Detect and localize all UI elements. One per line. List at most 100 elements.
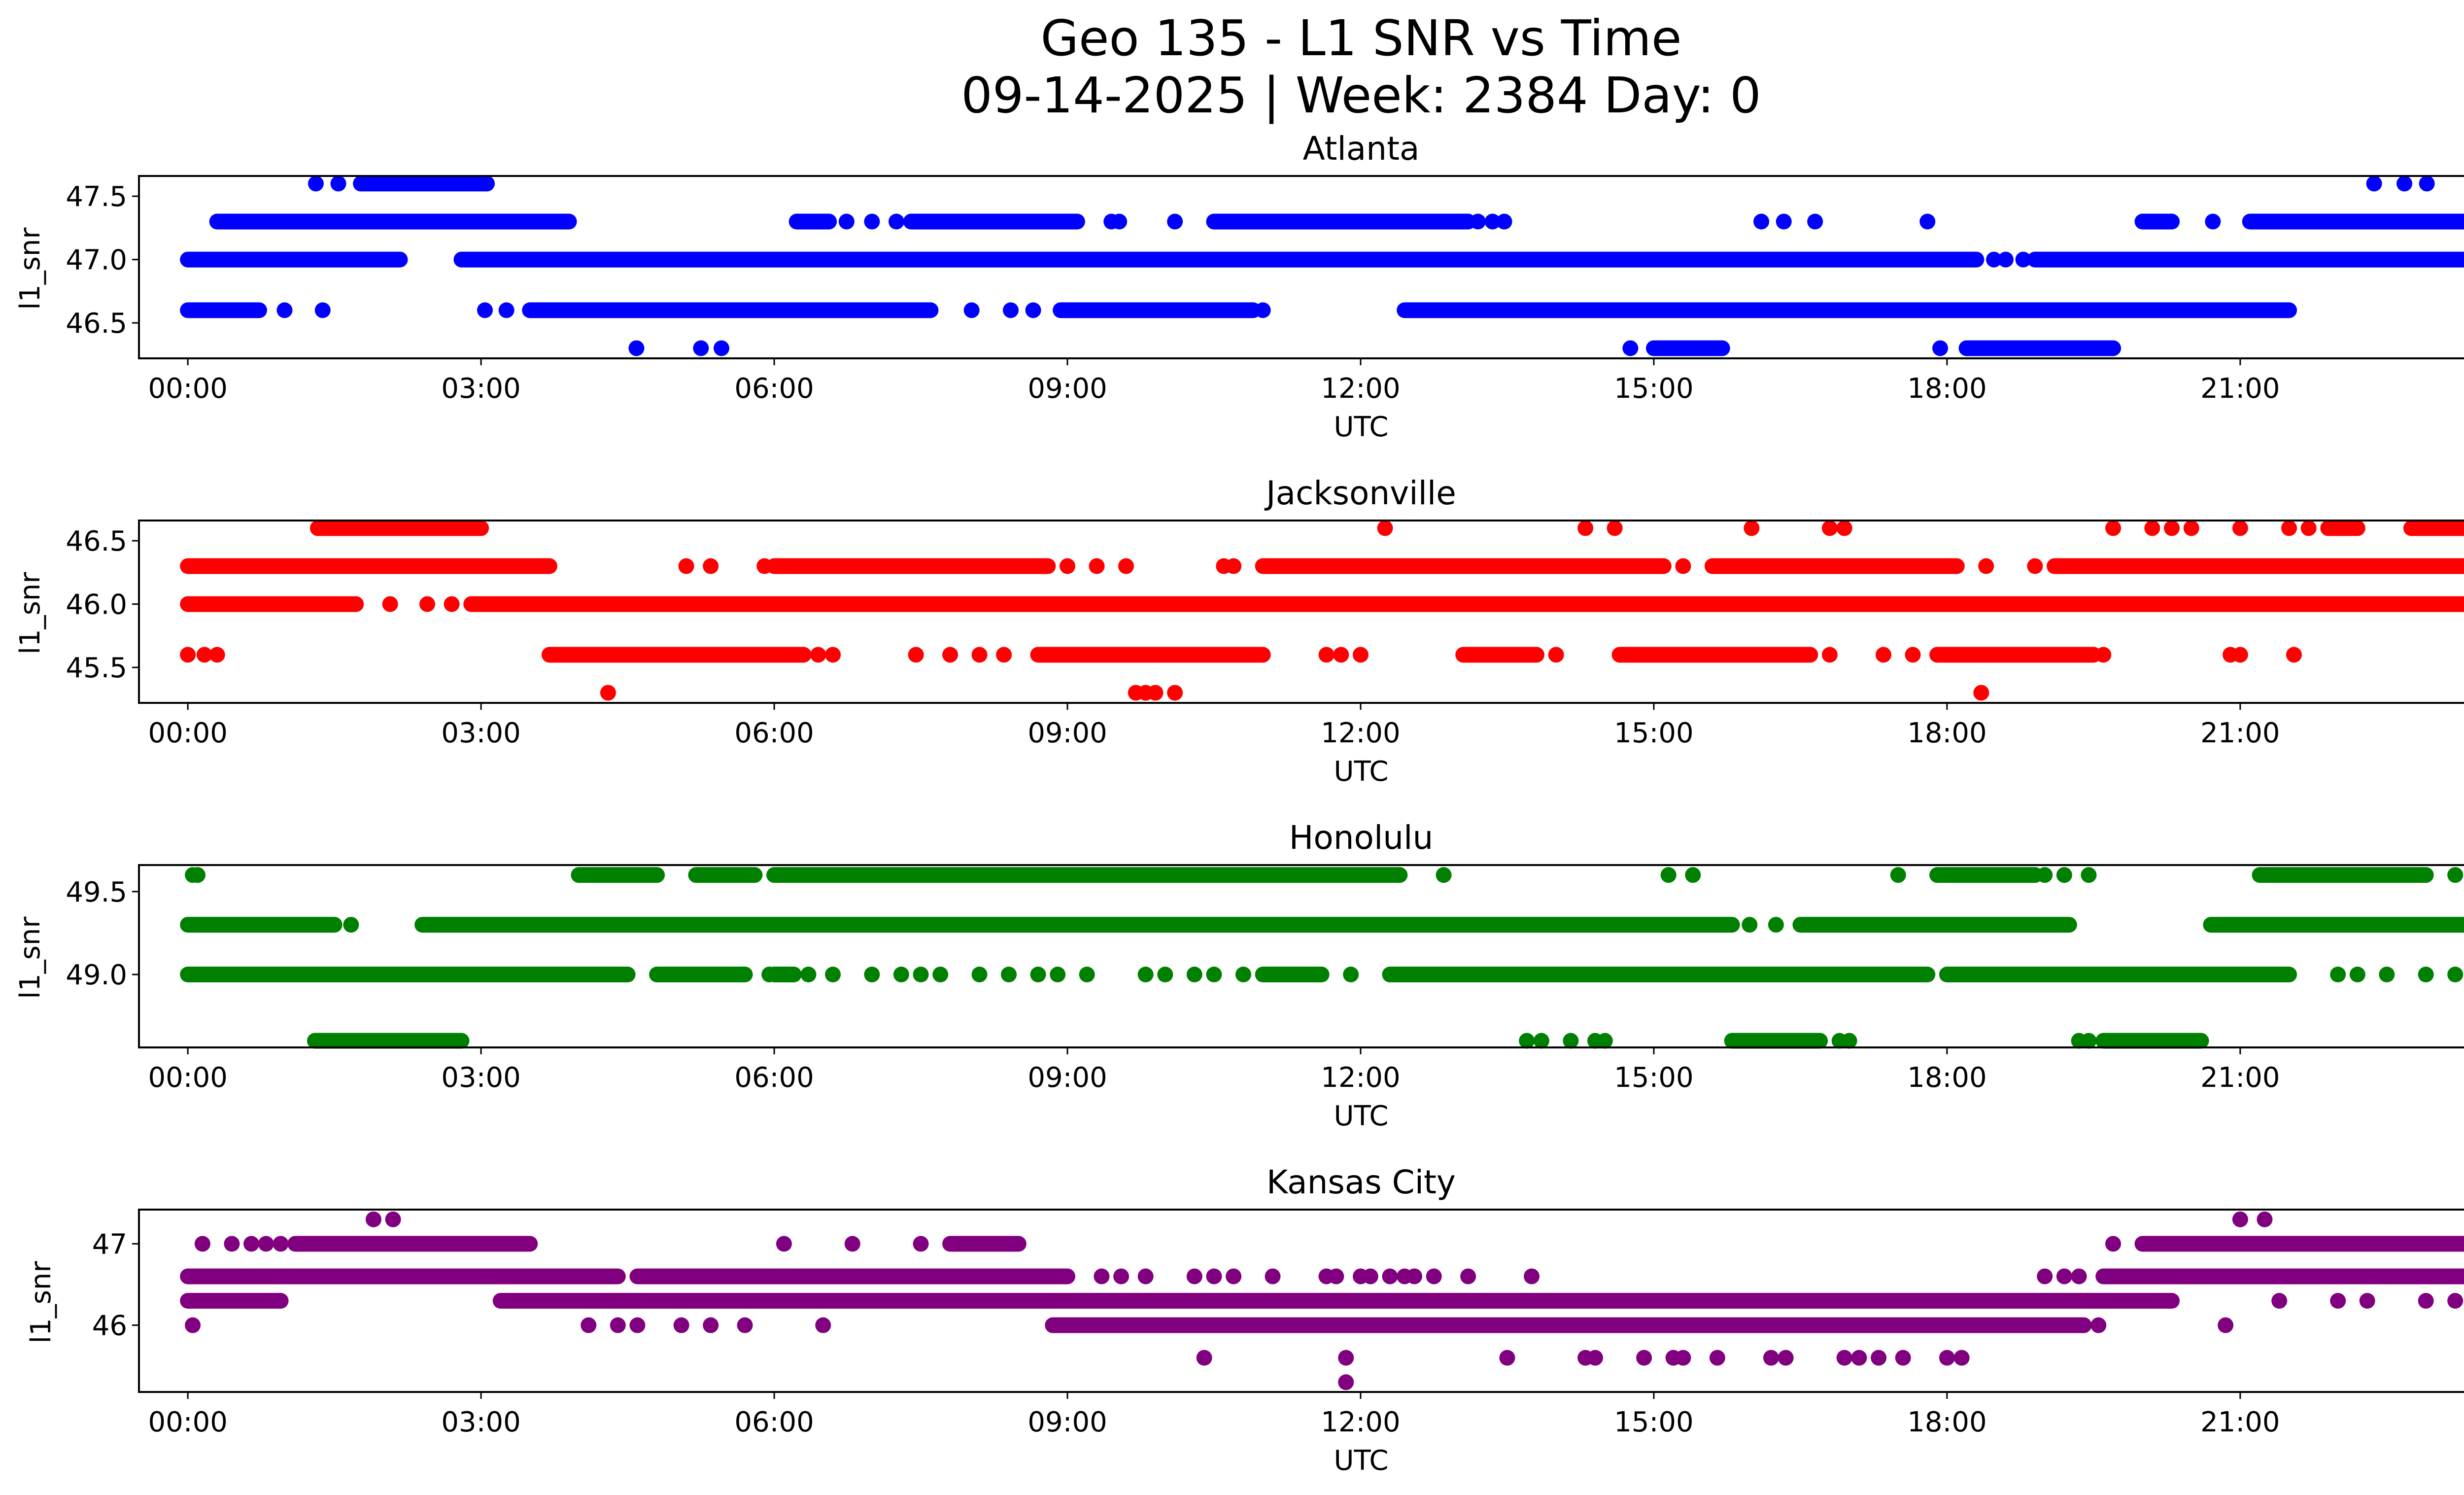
data-point [419,596,436,612]
x-tick-label: 09:00 [1027,1062,1107,1094]
data-run [2203,917,2464,933]
data-point [2164,520,2180,536]
panel-title: Jacksonville [1264,474,1456,512]
data-point [1338,1350,1354,1366]
data-point [1622,340,1639,356]
data-point [913,1236,929,1252]
data-point [1147,685,1164,701]
data-point [1333,647,1349,663]
data-point [1763,1350,1779,1366]
x-tick-label: 06:00 [734,1406,814,1438]
x-tick-label: 18:00 [1907,373,1986,405]
data-point [1186,967,1202,982]
data-run [1704,558,1965,574]
data-point [273,1236,289,1252]
data-run [1053,302,1261,318]
data-run [2095,1033,2209,1049]
data-point [996,647,1012,663]
data-run [2242,213,2464,230]
data-run [287,1236,538,1252]
panel-honolulu: Honolulu UTC l1_snr 00:00 03:00 06:00 09:00… [14,819,2464,1132]
data-point [1807,213,1823,230]
data-point [1636,1350,1652,1366]
data-point [1377,520,1393,536]
data-point [893,967,909,982]
data-point [1548,647,1564,663]
data-point [1406,1268,1423,1285]
data-point [713,340,729,356]
data-point [838,213,855,230]
data-point [1470,213,1486,230]
data-point [1089,558,1105,574]
data-point [2330,1293,2346,1309]
data-point [1050,967,1066,982]
data-point [2105,1236,2122,1252]
data-run [353,175,495,192]
x-tick-label: 21:00 [2200,717,2280,749]
data-point [2183,520,2199,536]
data-point [2447,867,2464,883]
data-run [788,213,837,230]
data-point [1753,213,1770,230]
data-point [2281,520,2297,536]
x-tick-label: 03:00 [441,717,520,749]
data-point [498,302,514,318]
data-run [307,1033,470,1049]
data-points [180,175,2464,356]
data-point [2418,967,2434,982]
data-run [1255,967,1330,982]
x-tick-label: 06:00 [734,373,814,405]
x-tick-label: 12:00 [1321,373,1400,405]
data-point [1939,1350,1955,1366]
data-run [1382,967,1936,982]
data-run [1255,558,1672,574]
x-tick-label: 15:00 [1614,373,1693,405]
data-point [1157,967,1173,982]
data-point [864,967,880,982]
data-point [2271,1293,2288,1309]
data-point [703,558,719,574]
data-run [1045,1317,2092,1333]
data-point [2366,175,2382,192]
panel-title: Honolulu [1289,819,1434,857]
y-tick-label: 47 [92,1228,127,1260]
x-tick-label: 18:00 [1907,1062,1986,1094]
y-axis-label: l1_snr [14,916,46,999]
data-point [1426,1268,1442,1285]
panel-title: Kansas City [1266,1163,1456,1201]
data-point [1563,1033,1579,1049]
y-axis-label: l1_snr [25,1261,57,1344]
data-point [2105,520,2122,536]
data-run [180,917,342,933]
data-point [2300,520,2317,536]
y-tick-label: 47.5 [66,181,127,213]
x-tick-label: 09:00 [1027,373,1107,405]
data-point [1821,520,1838,536]
data-point [1778,1350,1794,1366]
data-point [2027,558,2043,574]
data-point [1997,251,2014,268]
data-point [737,1317,753,1333]
x-tick-label: 00:00 [148,1406,227,1438]
data-run [1455,647,1544,663]
data-point [1587,1350,1603,1366]
data-point [1978,558,1994,574]
data-point [1871,1350,1887,1366]
data-run [180,1293,289,1309]
data-point [2056,1268,2072,1285]
data-point [1709,1350,1725,1366]
data-point [330,175,346,192]
data-run [688,867,763,883]
data-point [243,1236,260,1252]
x-tick-label: 00:00 [148,1062,227,1094]
data-point [800,967,817,982]
data-point [629,1317,646,1333]
data-point [2257,1211,2273,1227]
data-run [1958,340,2122,356]
panel-atlanta: Atlanta UTC l1_snr 00:00 03:00 06:00 09:00 1… [14,130,2464,443]
data-point [385,1211,401,1227]
data-points [180,520,2464,701]
data-point [942,647,958,663]
data-point [628,340,645,356]
data-point [1742,917,1758,933]
